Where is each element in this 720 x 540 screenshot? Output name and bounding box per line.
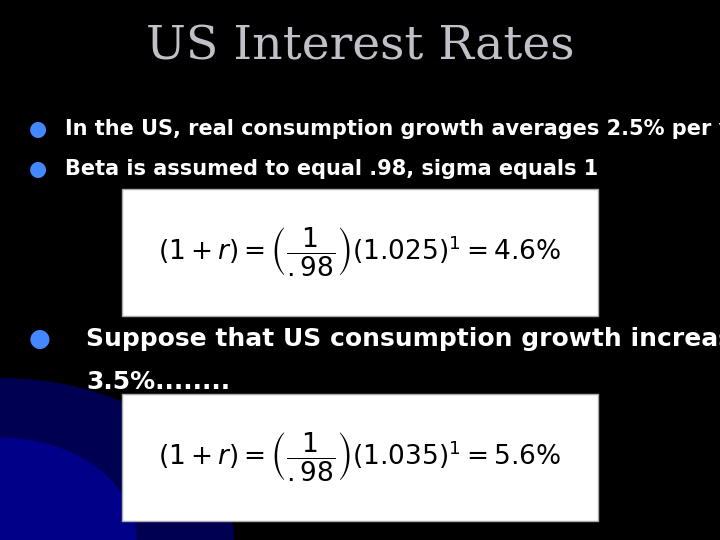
Text: 3.5%........: 3.5%........: [86, 370, 230, 394]
Text: ●: ●: [29, 119, 47, 139]
Text: $(1+r) = \left(\dfrac{1}{.98}\right)(1.035)^1 = 5.6\%$: $(1+r) = \left(\dfrac{1}{.98}\right)(1.0…: [158, 430, 562, 483]
Text: ●: ●: [29, 327, 50, 350]
Text: Beta is assumed to equal .98, sigma equals 1: Beta is assumed to equal .98, sigma equa…: [65, 159, 598, 179]
Ellipse shape: [0, 437, 137, 540]
FancyBboxPatch shape: [122, 394, 598, 521]
Ellipse shape: [0, 378, 234, 540]
Text: In the US, real consumption growth averages 2.5% per year: In the US, real consumption growth avera…: [65, 119, 720, 139]
Text: $(1+r) = \left(\dfrac{1}{.98}\right)(1.025)^1 = 4.6\%$: $(1+r) = \left(\dfrac{1}{.98}\right)(1.0…: [158, 225, 562, 278]
Text: Suppose that US consumption growth increases to: Suppose that US consumption growth incre…: [86, 327, 720, 350]
Text: US Interest Rates: US Interest Rates: [145, 24, 575, 70]
Text: ●: ●: [29, 159, 47, 179]
FancyBboxPatch shape: [122, 189, 598, 316]
